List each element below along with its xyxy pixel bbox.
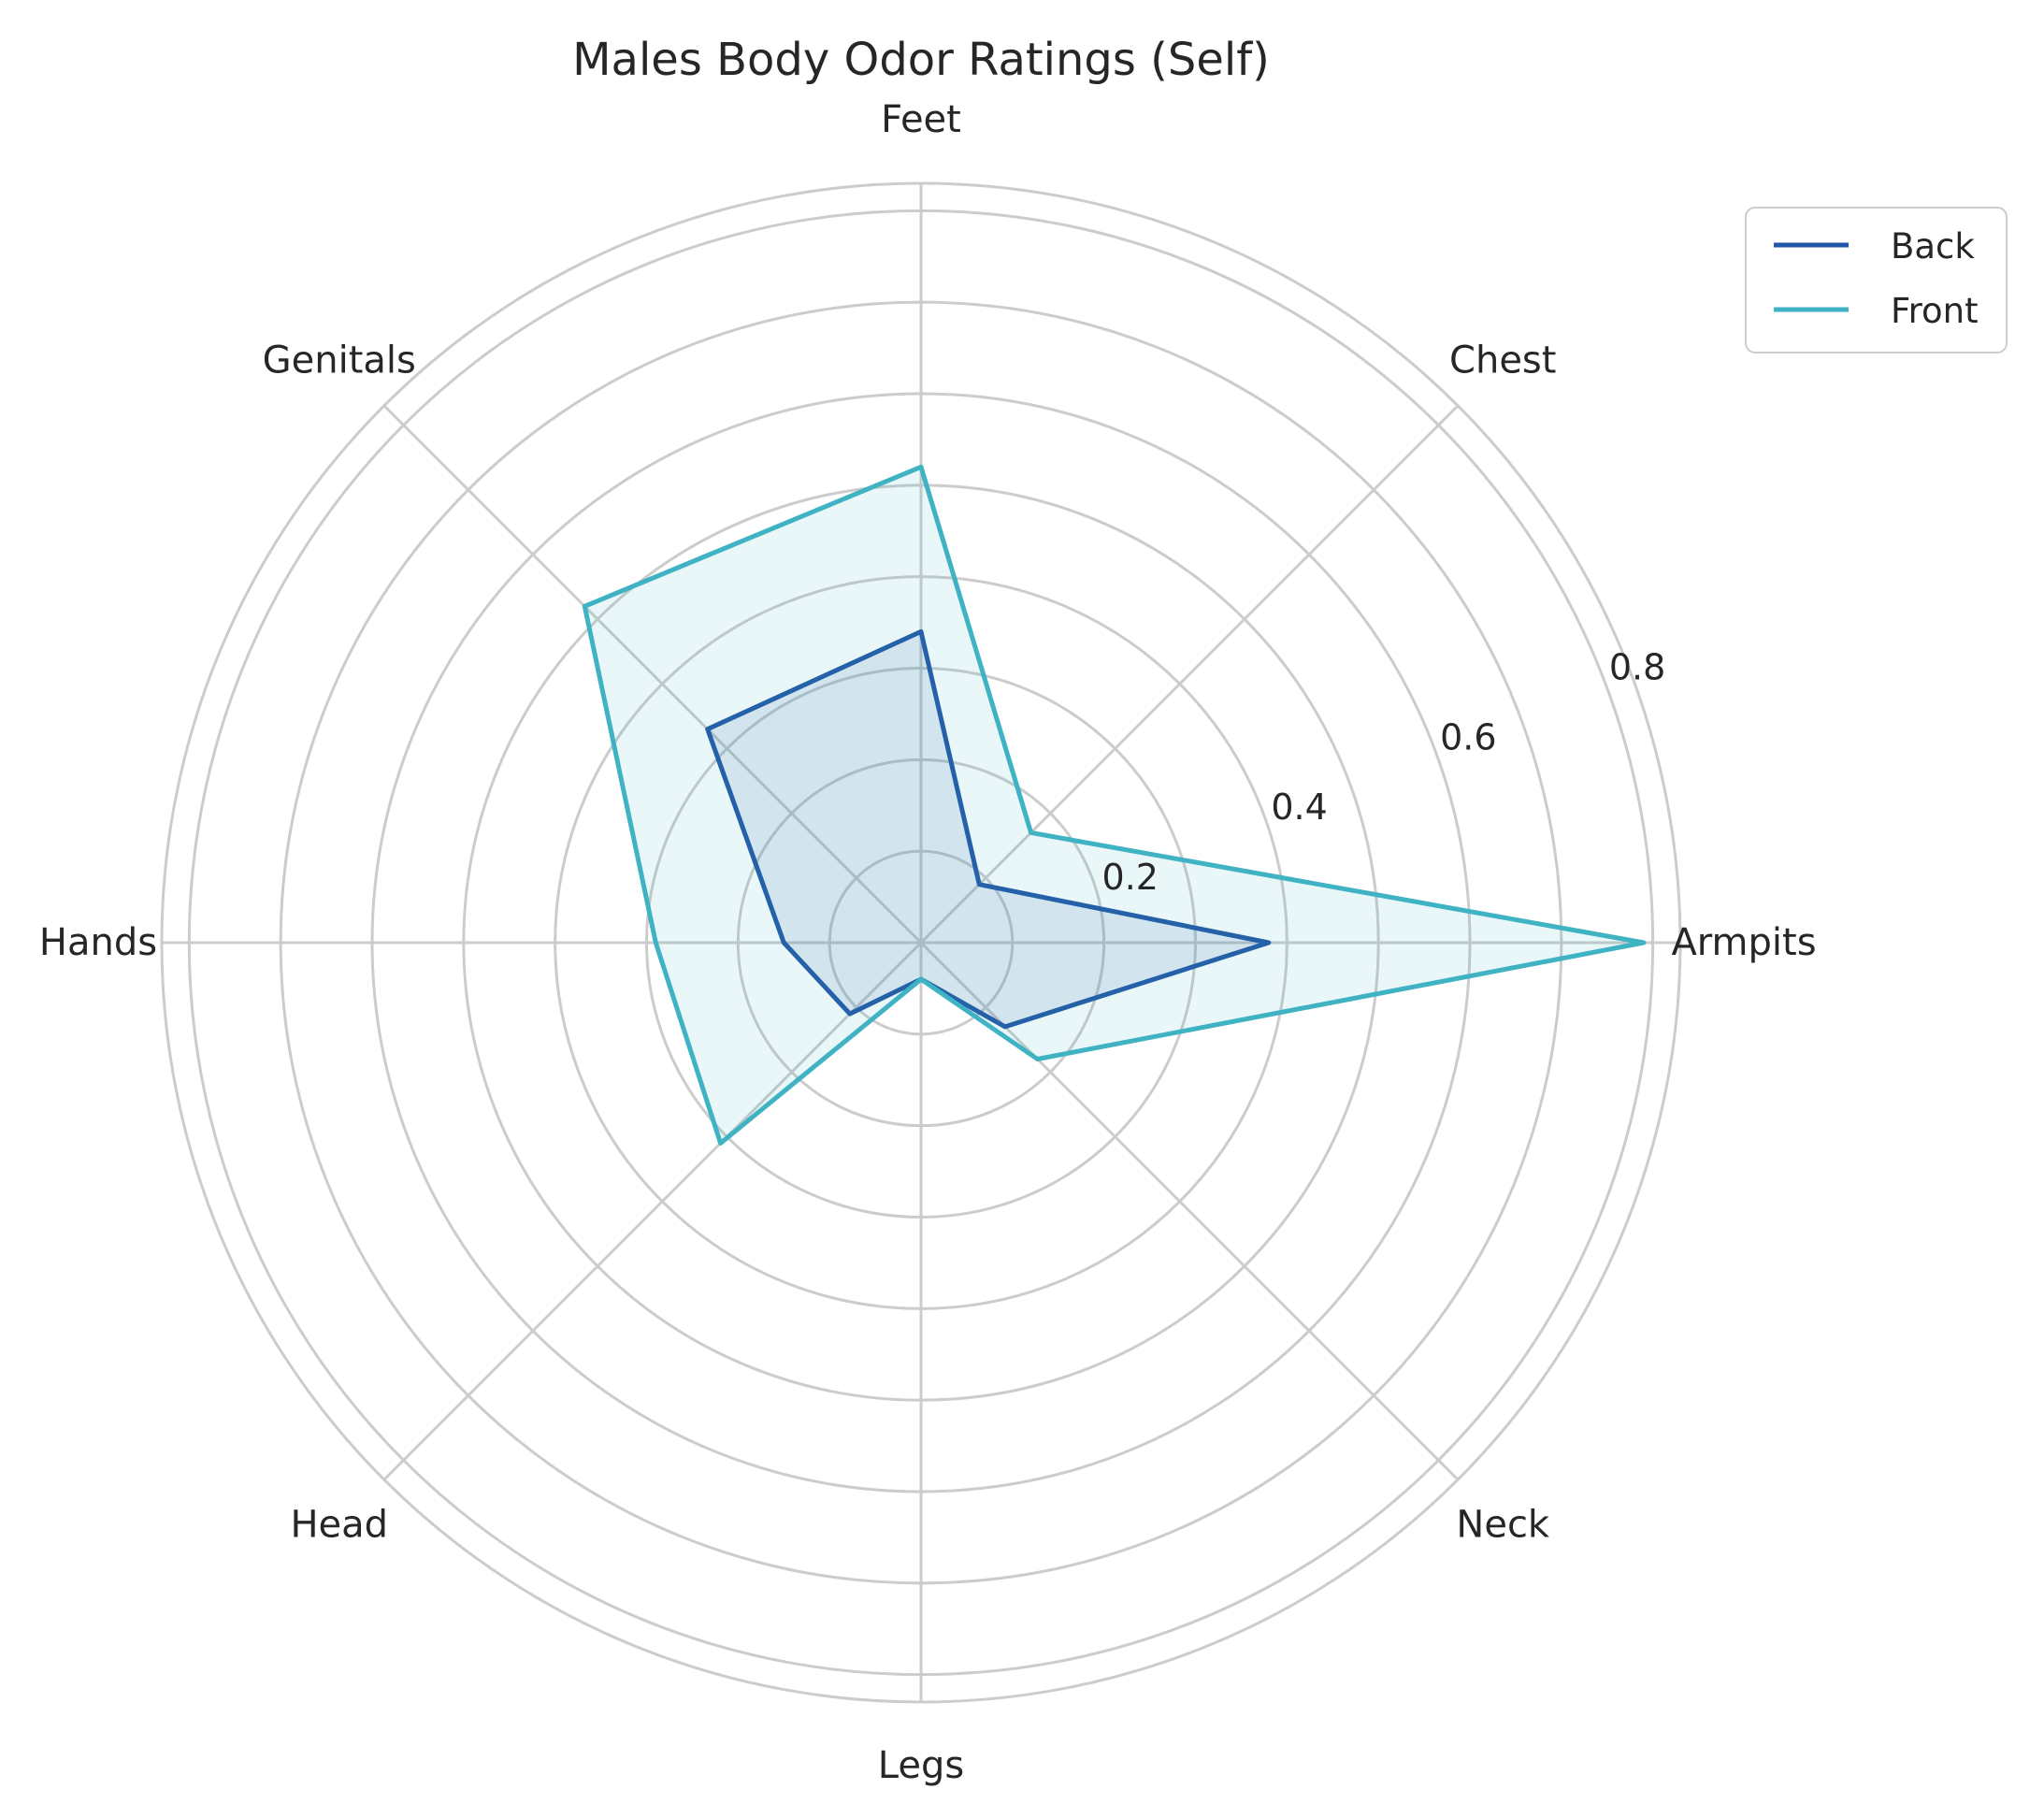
axis-label-armpits: Armpits <box>1671 921 1816 964</box>
legend: Back Front <box>1746 208 2007 353</box>
legend-label-front: Front <box>1891 291 1979 331</box>
axis-label-head: Head <box>290 1503 388 1546</box>
radial-tick-label-0-2: 0.2 <box>1102 857 1159 898</box>
axis-label-feet: Feet <box>881 98 961 141</box>
axis-label-genitals: Genitals <box>263 339 416 382</box>
axis-label-legs: Legs <box>878 1744 964 1787</box>
series-layer <box>584 467 1644 1143</box>
radial-tick-label-0-6: 0.6 <box>1440 716 1496 758</box>
axis-label-chest: Chest <box>1449 339 1556 382</box>
axis-label-hands: Hands <box>39 921 157 964</box>
chart-title: Males Body Odor Ratings (Self) <box>572 34 1270 86</box>
radial-tick-label-0-4: 0.4 <box>1271 786 1327 828</box>
series-area-front <box>584 467 1644 1143</box>
radial-tick-label-0-8: 0.8 <box>1609 646 1665 687</box>
legend-label-back: Back <box>1891 226 1975 267</box>
axis-label-neck: Neck <box>1456 1503 1550 1546</box>
